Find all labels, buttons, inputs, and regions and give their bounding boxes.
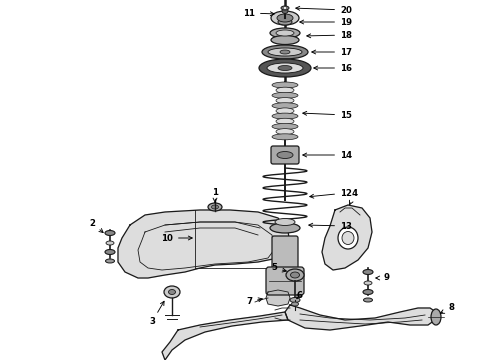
Ellipse shape [364, 298, 372, 302]
Ellipse shape [212, 205, 219, 209]
Ellipse shape [164, 286, 180, 298]
Text: 8: 8 [441, 303, 454, 313]
Ellipse shape [271, 36, 299, 45]
Ellipse shape [106, 241, 114, 245]
Ellipse shape [270, 28, 300, 38]
Ellipse shape [208, 203, 222, 211]
Text: 13: 13 [309, 221, 352, 230]
Text: 20: 20 [296, 5, 352, 14]
Ellipse shape [272, 103, 298, 109]
Text: 15: 15 [303, 111, 352, 120]
Ellipse shape [262, 45, 308, 59]
Ellipse shape [169, 289, 175, 294]
Text: 17: 17 [312, 48, 352, 57]
Polygon shape [285, 305, 436, 330]
Polygon shape [266, 290, 290, 306]
Ellipse shape [267, 63, 303, 73]
Ellipse shape [271, 11, 299, 25]
Ellipse shape [278, 66, 292, 71]
Ellipse shape [105, 259, 115, 263]
Ellipse shape [281, 6, 289, 10]
Ellipse shape [105, 230, 115, 235]
Ellipse shape [272, 82, 298, 88]
Ellipse shape [283, 7, 287, 9]
Ellipse shape [270, 223, 300, 233]
Text: 18: 18 [307, 31, 352, 40]
Ellipse shape [277, 14, 293, 22]
Ellipse shape [342, 231, 354, 244]
Text: 19: 19 [300, 18, 352, 27]
Polygon shape [162, 312, 288, 360]
Ellipse shape [276, 129, 294, 135]
Ellipse shape [363, 270, 373, 274]
Ellipse shape [272, 123, 298, 130]
Ellipse shape [259, 59, 311, 77]
Text: 16: 16 [314, 63, 352, 72]
Text: 1: 1 [212, 188, 218, 202]
Ellipse shape [272, 93, 298, 98]
Ellipse shape [276, 108, 294, 114]
Ellipse shape [291, 272, 299, 278]
Text: 3: 3 [149, 301, 164, 327]
Text: 10: 10 [161, 234, 192, 243]
Ellipse shape [268, 48, 302, 56]
Ellipse shape [105, 249, 115, 255]
Ellipse shape [363, 289, 373, 294]
Ellipse shape [272, 134, 298, 140]
Ellipse shape [280, 50, 290, 54]
Ellipse shape [292, 302, 298, 306]
Text: 2: 2 [89, 219, 103, 233]
Polygon shape [322, 205, 372, 270]
Ellipse shape [364, 281, 372, 285]
Ellipse shape [338, 227, 358, 249]
Text: 6: 6 [296, 291, 302, 300]
Ellipse shape [276, 30, 294, 36]
Text: 7: 7 [246, 297, 262, 306]
FancyBboxPatch shape [272, 236, 298, 270]
FancyBboxPatch shape [271, 146, 299, 164]
Ellipse shape [272, 113, 298, 119]
Ellipse shape [277, 152, 293, 158]
Text: 5: 5 [271, 264, 286, 273]
Text: 4: 4 [349, 189, 358, 204]
Polygon shape [118, 210, 290, 278]
Ellipse shape [286, 269, 304, 281]
Ellipse shape [431, 309, 441, 325]
FancyBboxPatch shape [266, 267, 304, 295]
Ellipse shape [278, 19, 292, 25]
Text: 9: 9 [376, 274, 389, 283]
Ellipse shape [276, 98, 294, 104]
Ellipse shape [282, 9, 288, 14]
Text: 14: 14 [303, 150, 352, 159]
Text: 11: 11 [243, 9, 274, 18]
Ellipse shape [276, 87, 294, 93]
Text: 12: 12 [310, 189, 352, 198]
Ellipse shape [290, 297, 300, 302]
Ellipse shape [275, 219, 295, 225]
Ellipse shape [276, 118, 294, 124]
